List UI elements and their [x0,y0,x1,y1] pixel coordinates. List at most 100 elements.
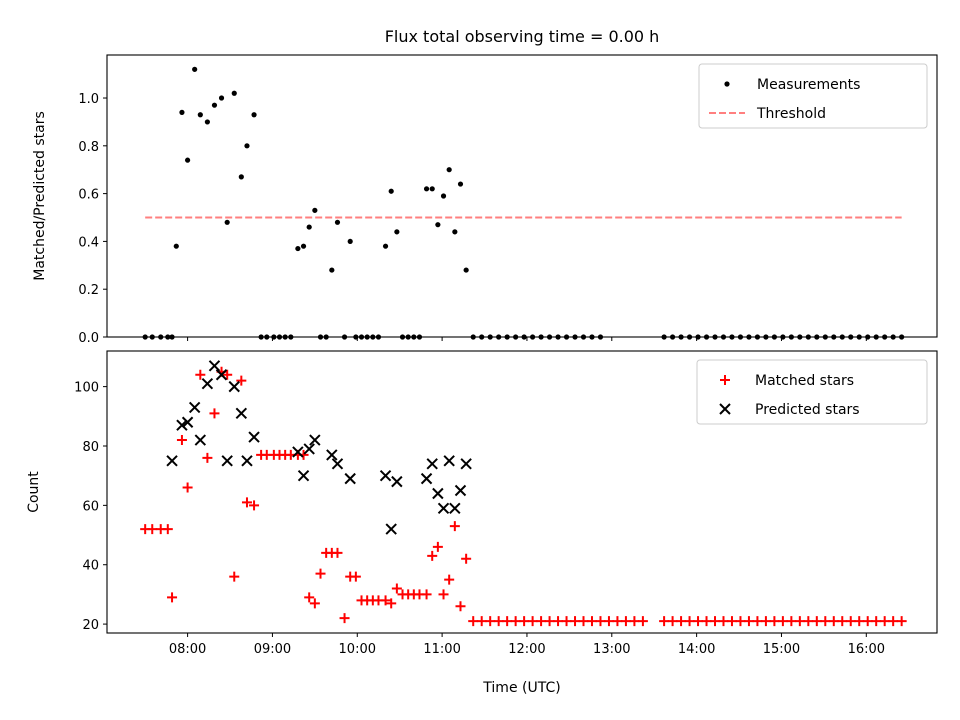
data-point [888,616,899,627]
legend-swatch [724,81,730,87]
data-point [553,616,564,627]
data-point [449,521,460,532]
legend-box [698,63,928,129]
y-tick-label: 60 [82,499,99,514]
data-point [329,267,335,273]
data-point [461,553,472,564]
data-point [181,416,194,428]
data-point [391,583,402,594]
data-point [426,458,438,470]
y-axis-label: Matched/Predicted stars [32,111,48,281]
data-point [612,616,623,627]
legend-label: Predicted stars [755,402,860,418]
data-point [194,434,207,446]
data-point [446,167,452,173]
legend-label: Threshold [756,106,826,122]
data-point [803,616,814,627]
x-tick-label: 16:00 [848,642,885,657]
data-point [211,102,218,108]
y-tick-label: 0.2 [78,283,99,298]
data-point [667,616,678,627]
data-point [828,616,839,627]
data-point [752,616,763,627]
data-point [595,616,606,627]
data-point [449,502,461,515]
data-point [295,245,301,252]
data-point [476,616,487,627]
data-point [710,616,721,627]
data-point [432,487,444,500]
data-point [811,616,822,627]
data-point [394,229,400,235]
data-point [235,407,248,420]
data-point [879,616,890,627]
data-point [228,380,240,393]
data-point [251,112,257,118]
data-point [231,90,237,96]
data-point [862,616,873,627]
data-point [438,589,449,600]
data-point [197,112,203,118]
data-point [236,375,247,386]
data-point [544,616,555,627]
data-point [693,616,704,627]
data-point [166,455,178,467]
data-point [735,616,746,627]
data-point [229,571,240,582]
data-point [629,616,640,627]
data-point [463,267,469,273]
y-tick-label: 80 [82,440,99,455]
x-tick-label: 08:00 [169,642,206,657]
data-point [460,458,472,470]
data-point [578,616,589,627]
data-point [339,613,350,624]
data-point [386,598,397,609]
data-point [332,547,343,558]
x-tick-label: 15:00 [763,642,800,657]
data-point [421,589,432,600]
data-point [726,616,737,627]
panel-1: 0.0 0.2 0.4 0.6 0.8 1.0 Matched/Predicted star… [32,54,938,346]
data-point [309,598,320,609]
x-axis-label: Time (UTC) [482,680,560,696]
data-point [871,616,882,627]
data-point [179,109,185,115]
data-point [297,469,310,482]
plot-frame [106,54,938,338]
data-point [659,616,670,627]
data-point [244,143,250,149]
legend-swatch [719,403,731,415]
data-point [536,616,547,627]
x-tick-label: 09:00 [254,642,291,657]
legend-box [696,359,928,425]
data-point [427,550,438,561]
data-point [215,369,228,381]
data-point [454,484,467,497]
data-point [238,174,244,180]
data-point [334,219,341,225]
data-point [304,592,315,603]
data-point [527,616,538,627]
y-tick-label: 0.0 [78,331,99,346]
data-point [455,601,466,612]
data-point [684,616,695,627]
data-point [221,455,233,467]
data-point [306,224,312,230]
data-point [248,431,260,443]
data-point [457,181,464,187]
data-point [331,458,344,470]
x-tick-label: 10:00 [339,642,376,657]
data-point [845,616,856,627]
data-point [249,500,260,511]
y-tick-label: 0.4 [78,235,99,250]
y-tick-label: 40 [82,559,99,574]
data-point [202,452,213,463]
data-point [468,616,479,627]
legend: Matched stars Predicted stars [696,359,928,425]
data-point [718,616,729,627]
data-point [222,369,233,380]
data-point [561,616,572,627]
data-point [379,469,392,482]
data-point [173,243,179,249]
data-point [620,616,631,627]
